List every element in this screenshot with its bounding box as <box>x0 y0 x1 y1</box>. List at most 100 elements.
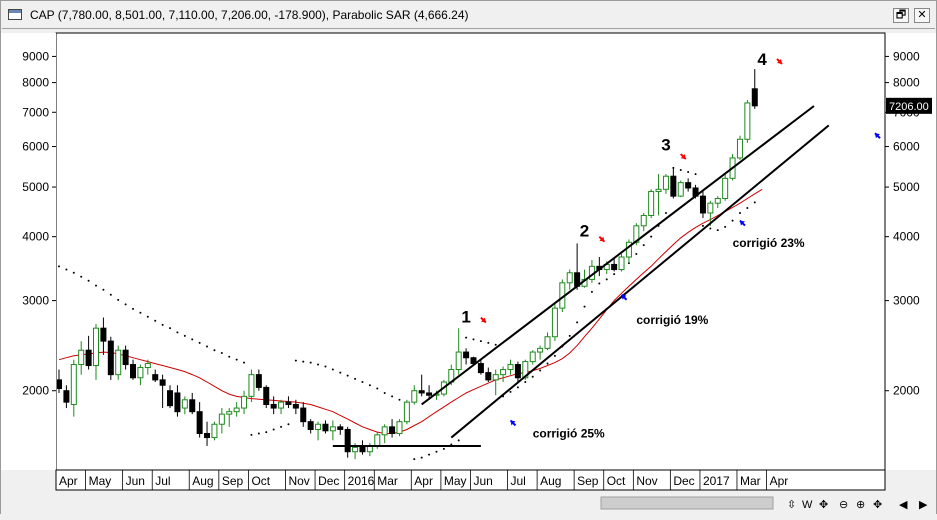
sar-dot <box>413 458 416 461</box>
sar-dot <box>679 168 682 171</box>
x-tick-label: Oct <box>607 474 626 488</box>
x-tick-label: Dec <box>673 474 694 488</box>
sar-dot <box>95 284 98 287</box>
sar-dot <box>613 273 616 276</box>
bear-candle <box>292 403 299 409</box>
sar-dot <box>746 207 749 210</box>
sar-dot <box>716 229 719 232</box>
sar-dot <box>539 369 542 372</box>
restore-button[interactable]: 🗗 <box>893 8 909 23</box>
sar-dot <box>738 211 741 214</box>
bear-candle <box>699 195 706 214</box>
chart-area[interactable]: 2000 2000 3000 3000 4000 4000 5000 5000 6000 6000… <box>1 29 937 515</box>
correction-label: corrigió 23% <box>733 236 805 250</box>
x-tick-label: May <box>89 474 112 488</box>
y-tick-label-right: 2000 <box>893 384 920 398</box>
y-tick-label-left: 4000 <box>22 230 49 244</box>
bull-candle <box>329 426 336 432</box>
scroll-button[interactable]: ▶ <box>919 499 928 511</box>
sar-dot <box>302 360 305 363</box>
sar-dot <box>317 363 320 366</box>
sar-dot <box>553 354 556 357</box>
bull-candle <box>529 351 536 363</box>
bear-candle <box>463 351 470 359</box>
y-tick-label-right: 5000 <box>893 180 920 194</box>
bear-candle <box>63 390 70 403</box>
candlestick-chart[interactable]: 2000 2000 3000 3000 4000 4000 5000 5000 6000 6000… <box>1 29 937 515</box>
sar-dot <box>383 391 386 394</box>
bear-candle <box>670 175 677 197</box>
sar-dot <box>568 334 571 337</box>
bull-candle <box>381 426 388 436</box>
sar-dot <box>368 384 371 387</box>
bear-candle <box>344 428 351 453</box>
bear-candle <box>359 446 366 453</box>
sar-dot <box>465 336 468 339</box>
bull-candle <box>714 197 721 204</box>
y-tick-label-right: 3000 <box>893 294 920 308</box>
bear-candle <box>322 423 329 432</box>
x-tick-label: Jun <box>474 474 493 488</box>
bull-candle <box>115 349 122 376</box>
scroll-button[interactable]: W <box>802 499 813 511</box>
y-tick-label-left: 6000 <box>22 140 49 154</box>
blue-arrow-icon <box>620 294 628 301</box>
sar-dot <box>72 271 75 274</box>
y-tick-label-right: 6000 <box>893 140 920 154</box>
y-tick-label-left: 2000 <box>22 384 49 398</box>
scrollbar-thumb <box>600 496 774 510</box>
x-tick-label: Sep <box>577 474 599 488</box>
red-arrow-icon <box>480 316 487 324</box>
bear-candle <box>389 426 396 434</box>
scroll-button[interactable]: ✥ <box>819 499 828 511</box>
x-tick-label: Apr <box>414 474 433 488</box>
close-button[interactable]: ✕ <box>914 8 930 23</box>
sar-dot <box>635 252 638 255</box>
arrow-head <box>599 236 605 242</box>
x-tick-label: Jul <box>155 474 170 488</box>
sar-dot <box>294 359 297 362</box>
scroll-button[interactable]: ⊖ <box>839 499 848 511</box>
bear-candle <box>57 379 62 390</box>
scroll-button[interactable]: ✥ <box>873 499 882 511</box>
bear-candle <box>196 411 203 434</box>
bull-candle <box>677 182 684 197</box>
sar-dot <box>161 323 164 326</box>
bear-candle <box>418 390 425 394</box>
bear-candle <box>174 392 181 413</box>
sar-dot <box>524 381 527 384</box>
bull-candle <box>722 177 729 199</box>
bear-candle <box>300 407 307 423</box>
sar-dot <box>146 315 149 318</box>
x-tick-label: Sep <box>222 474 244 488</box>
bull-candle <box>396 421 403 434</box>
bull-candle <box>662 175 669 190</box>
arrow-head <box>621 294 627 300</box>
y-tick-label-left: 9000 <box>22 49 49 63</box>
x-tick-label: May <box>444 474 467 488</box>
y-tick-label-left: 7000 <box>22 105 49 119</box>
red-arrow-icon <box>598 235 606 243</box>
sar-dot <box>472 338 475 341</box>
chart-window-icon <box>8 9 22 20</box>
bear-candle <box>85 349 92 367</box>
bull-candle <box>315 423 322 430</box>
scroll-button[interactable]: ⊕ <box>856 499 865 511</box>
sar-dot <box>287 423 290 426</box>
sar-dot <box>354 377 357 380</box>
bull-candle <box>544 336 551 349</box>
bull-candle <box>248 374 255 397</box>
bull-candle <box>551 307 558 338</box>
blue-arrow-icon <box>509 419 517 427</box>
bull-candle <box>411 390 418 403</box>
sar-dot <box>346 374 349 377</box>
sar-dot <box>694 173 697 176</box>
x-tick-label: Aug <box>192 474 213 488</box>
scroll-button[interactable]: ⇳ <box>787 499 796 511</box>
scroll-button[interactable]: ◀ <box>899 499 908 511</box>
wave-label: 4 <box>757 50 767 69</box>
y-tick-label-right: 8000 <box>893 76 920 90</box>
y-tick-label-left: 3000 <box>22 294 49 308</box>
last-price-badge <box>886 97 932 114</box>
bear-candle <box>751 88 758 107</box>
